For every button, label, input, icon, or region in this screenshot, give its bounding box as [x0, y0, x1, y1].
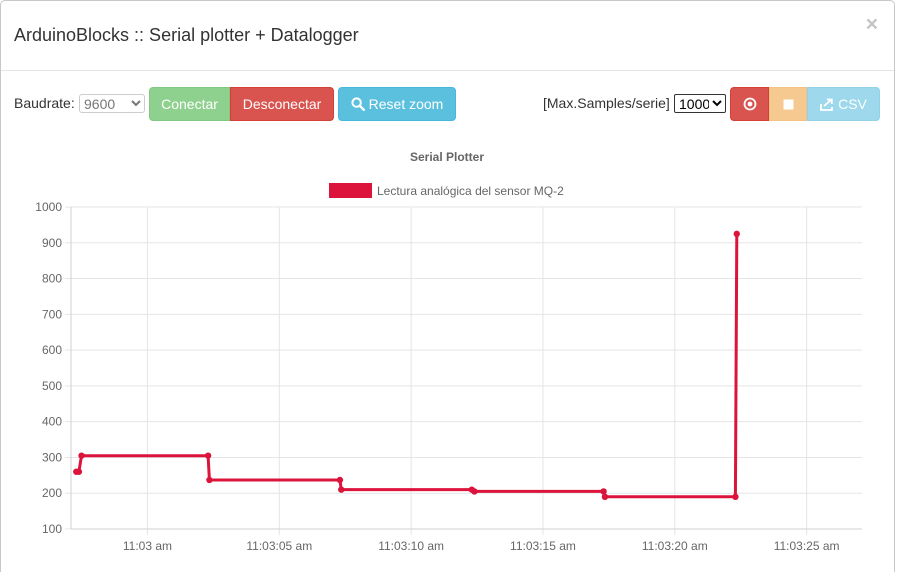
y-tick-label: 700 [42, 307, 62, 321]
data-point [600, 488, 607, 495]
y-tick-label: 900 [42, 236, 62, 250]
y-tick-label: 1000 [35, 200, 62, 214]
disconnect-button[interactable]: Desconectar [230, 87, 334, 121]
x-tick-label: 11:03:15 am [510, 539, 576, 553]
record-icon [743, 97, 756, 111]
data-point [75, 468, 83, 475]
stop-button[interactable] [769, 87, 807, 121]
modal-header: ArduinoBlocks :: Serial plotter + Datalo… [1, 1, 894, 71]
export-icon [820, 98, 833, 111]
legend-label: Lectura analógica del sensor MQ-2 [377, 184, 564, 198]
y-tick-label: 300 [42, 450, 62, 464]
search-icon [351, 97, 365, 111]
toolbar: Baudrate: 9600 Conectar Desconectar Rese… [1, 87, 894, 121]
baudrate-select[interactable]: 9600 [79, 94, 145, 113]
reset-zoom-button[interactable]: Reset zoom [338, 87, 456, 121]
data-point [336, 476, 344, 484]
record-button[interactable] [730, 87, 769, 121]
y-tick-label: 800 [42, 272, 62, 286]
csv-label: CSV [838, 96, 867, 112]
plot-area [73, 230, 740, 500]
data-point [204, 452, 212, 459]
y-tick-label: 400 [42, 415, 62, 429]
y-tick-label: 200 [42, 486, 62, 500]
x-tick-label: 11:03 am [123, 539, 172, 553]
baudrate-label: Baudrate: [14, 95, 75, 111]
data-point [732, 493, 739, 500]
x-tick-label: 11:03:05 am [246, 539, 312, 553]
x-axis: 11:03 am 11:03:05 am 11:03:10 am 11:03:15 a… [123, 539, 840, 553]
reset-zoom-label: Reset zoom [368, 96, 444, 112]
data-point [78, 452, 85, 459]
x-tick-label: 11:03:10 am [378, 539, 444, 553]
x-tick-label: 11:03:20 am [642, 539, 708, 553]
y-axis: 1000 900 800 700 600 500 400 300 200 100 [35, 200, 62, 536]
data-point [733, 230, 740, 238]
stop-icon [783, 99, 793, 109]
export-csv-button[interactable]: CSV [807, 87, 880, 121]
data-point [206, 476, 213, 484]
y-tick-label: 600 [42, 343, 62, 357]
data-point [471, 488, 478, 495]
max-samples-label: [Max.Samples/serie] [543, 95, 670, 111]
y-tick-label: 500 [42, 379, 62, 393]
data-point [338, 486, 345, 493]
data-point [601, 493, 609, 500]
chart-title: Serial Plotter [410, 150, 484, 164]
x-tick-label: 11:03:25 am [774, 539, 840, 553]
max-samples-select[interactable]: 1000 [674, 94, 726, 113]
chart-grid [65, 206, 862, 535]
close-button[interactable]: × [865, 13, 878, 36]
connect-button[interactable]: Conectar [149, 87, 230, 121]
y-tick-label: 100 [42, 522, 62, 536]
serial-plotter-chart[interactable]: Serial Plotter Lectura analógica del sen… [1, 136, 896, 572]
legend-swatch [329, 183, 372, 198]
modal-title: ArduinoBlocks :: Serial plotter + Datalo… [14, 25, 359, 45]
